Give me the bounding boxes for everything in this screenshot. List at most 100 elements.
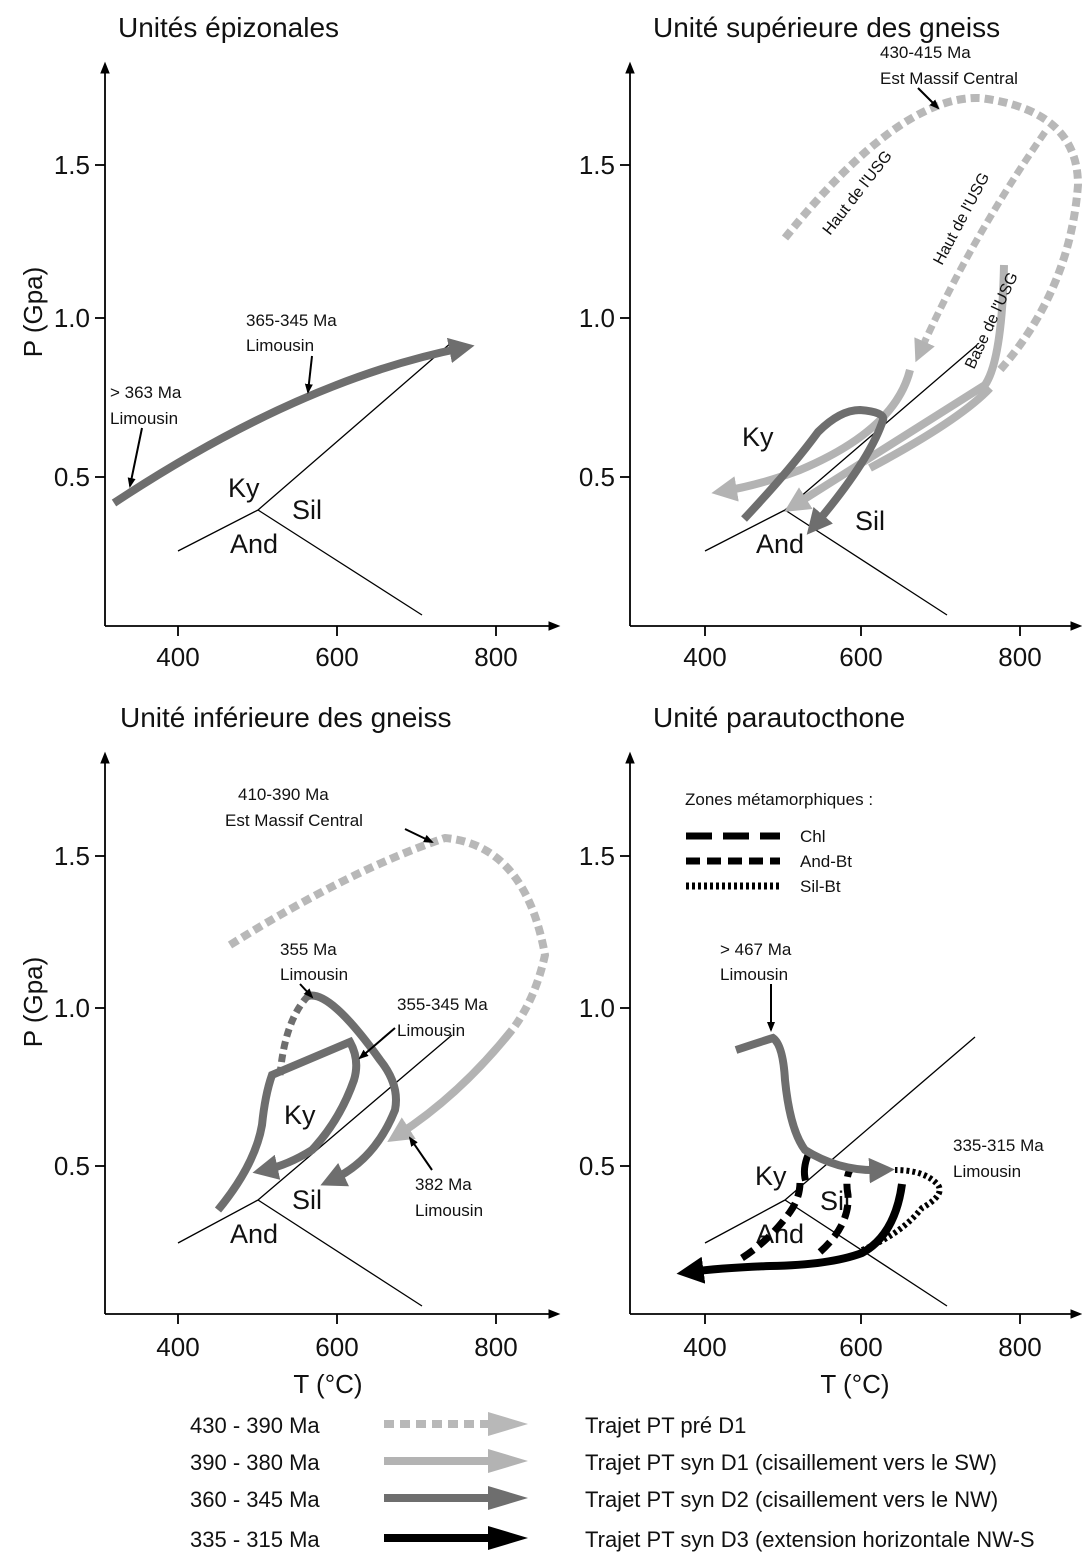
y-tick-label: 0.5 <box>579 462 615 492</box>
path-syn-d3 <box>676 1183 906 1284</box>
mineral-sil: Sil <box>855 506 885 536</box>
x-tick-label: 600 <box>839 1332 882 1362</box>
legend-age: 335 - 315 Ma <box>190 1527 320 1552</box>
annotation-age: 365-345 Ma <box>246 311 337 330</box>
legend-age: 430 - 390 Ma <box>190 1413 320 1438</box>
legend-desc: Trajet PT syn D3 (extension horizontale … <box>585 1527 1035 1552</box>
mineral-ky: Ky <box>228 473 260 503</box>
panel-epizonal: Unités épizonales 1.5 1.0 0.5 400 600 80… <box>18 12 561 672</box>
path-syn-d2-dashed <box>276 993 311 1076</box>
annotation-age: 355-345 Ma <box>397 995 488 1014</box>
x-axis-label: T (°C) <box>293 1369 362 1399</box>
mineral-sil: Sil <box>292 495 322 525</box>
legend-arrowhead <box>488 1526 528 1550</box>
x-tick-label: 800 <box>474 642 517 672</box>
y-tick-label: 1.0 <box>54 993 90 1023</box>
annotation-place: Est Massif Central <box>880 69 1018 88</box>
annotation-arrow <box>358 1027 396 1060</box>
path-pre-d1-loop <box>781 93 1082 373</box>
panel-title: Unités épizonales <box>118 12 339 43</box>
ticks <box>620 855 1021 1324</box>
annotation-place: Limousin <box>110 409 178 428</box>
x-tick-label: 600 <box>315 1332 358 1362</box>
ticks <box>620 164 1021 636</box>
annotation-place: Limousin <box>397 1021 465 1040</box>
mineral-ky: Ky <box>755 1161 787 1191</box>
mineral-ky: Ky <box>284 1100 316 1130</box>
zones-title: Zones métamorphiques : <box>685 790 873 809</box>
x-tick-label: 600 <box>839 642 882 672</box>
legend-arrowhead <box>488 1449 528 1473</box>
zone-label: And-Bt <box>800 852 852 871</box>
panel-parautochthonous: Unité parautocthone 1.5 1.0 0.5 400 600 … <box>579 702 1082 1399</box>
path-pre-d1-inner <box>914 130 1048 363</box>
legend-desc: Trajet PT syn D1 (cisaillement vers le S… <box>585 1450 997 1475</box>
path-syn-d2 <box>214 1036 361 1213</box>
annotation-age: 355 Ma <box>280 940 337 959</box>
y-tick-label: 0.5 <box>579 1151 615 1181</box>
annotation-age: > 363 Ma <box>110 383 182 402</box>
annotation-arrow <box>304 355 313 394</box>
annotation-age: 382 Ma <box>415 1175 472 1194</box>
annotation-place: Limousin <box>720 965 788 984</box>
annotation-place: Limousin <box>415 1201 483 1220</box>
mineral-and: And <box>230 1219 278 1249</box>
y-tick-label: 0.5 <box>54 1151 90 1181</box>
annotation-arrow <box>404 828 434 843</box>
x-tick-label: 800 <box>474 1332 517 1362</box>
legend-age: 360 - 345 Ma <box>190 1487 320 1512</box>
zone-silbt-boundary <box>860 1167 943 1253</box>
panel-lower-gneiss: Unité inférieure des gneiss 1.5 1.0 0.5 … <box>18 702 561 1399</box>
legend-arrowhead <box>488 1486 528 1510</box>
path-syn-d2 <box>306 991 400 1187</box>
y-tick-label: 1.0 <box>579 303 615 333</box>
x-tick-label: 400 <box>683 642 726 672</box>
annotation-arrow <box>408 1136 433 1171</box>
annotation-place: Limousin <box>280 965 348 984</box>
y-tick-label: 0.5 <box>54 462 90 492</box>
x-axis-label: T (°C) <box>820 1369 889 1399</box>
legend-age: 390 - 380 Ma <box>190 1450 320 1475</box>
alumino-silicate-grid <box>177 1034 453 1307</box>
y-tick-label: 1.5 <box>579 150 615 180</box>
x-tick-label: 800 <box>998 1332 1041 1362</box>
panel-upper-gneiss: Unité supérieure des gneiss 1.5 1.0 0.5 … <box>579 12 1082 672</box>
path-syn-d1 <box>711 368 914 502</box>
y-tick-label: 1.5 <box>579 841 615 871</box>
annotation-age: 335-315 Ma <box>953 1136 1044 1155</box>
y-tick-label: 1.0 <box>54 303 90 333</box>
path-syn-d1 <box>868 385 993 472</box>
mineral-and: And <box>230 529 278 559</box>
legend: 430 - 390 Ma 390 - 380 Ma 360 - 345 Ma 3… <box>190 1412 1035 1552</box>
panel-title: Unité parautocthone <box>653 702 905 733</box>
x-tick-label: 600 <box>315 642 358 672</box>
rotated-label: Haut de l'USG <box>931 170 994 268</box>
path-syn-d2 <box>741 405 888 535</box>
annotation-arrow <box>917 87 940 110</box>
annotation-arrow <box>127 427 143 488</box>
zone-andbt-boundary <box>817 1168 854 1255</box>
path-syn-d1 <box>784 264 1008 512</box>
legend-desc: Trajet PT pré D1 <box>585 1413 746 1438</box>
mineral-sil: Sil <box>292 1185 322 1215</box>
y-tick-label: 1.5 <box>54 150 90 180</box>
annotation-place: Limousin <box>953 1162 1021 1181</box>
path-syn-d2 <box>111 337 475 507</box>
zone-chl-boundary <box>800 1153 812 1184</box>
y-tick-label: 1.0 <box>579 993 615 1023</box>
annotation-place: Limousin <box>246 336 314 355</box>
zone-andbt-boundary <box>740 1181 804 1261</box>
legend-desc: Trajet PT syn D2 (cisaillement vers le N… <box>585 1487 998 1512</box>
zone-label: Chl <box>800 827 826 846</box>
mineral-and: And <box>756 529 804 559</box>
x-tick-label: 400 <box>156 642 199 672</box>
legend-arrowhead <box>488 1412 528 1436</box>
ticks <box>95 855 497 1324</box>
annotation-age: 430-415 Ma <box>880 43 971 62</box>
alumino-silicate-grid <box>177 341 453 616</box>
path-syn-d2 <box>734 1033 895 1184</box>
panel-title: Unité inférieure des gneiss <box>120 702 452 733</box>
y-axis-label: P (Gpa) <box>18 957 48 1048</box>
mineral-ky: Ky <box>742 422 774 452</box>
